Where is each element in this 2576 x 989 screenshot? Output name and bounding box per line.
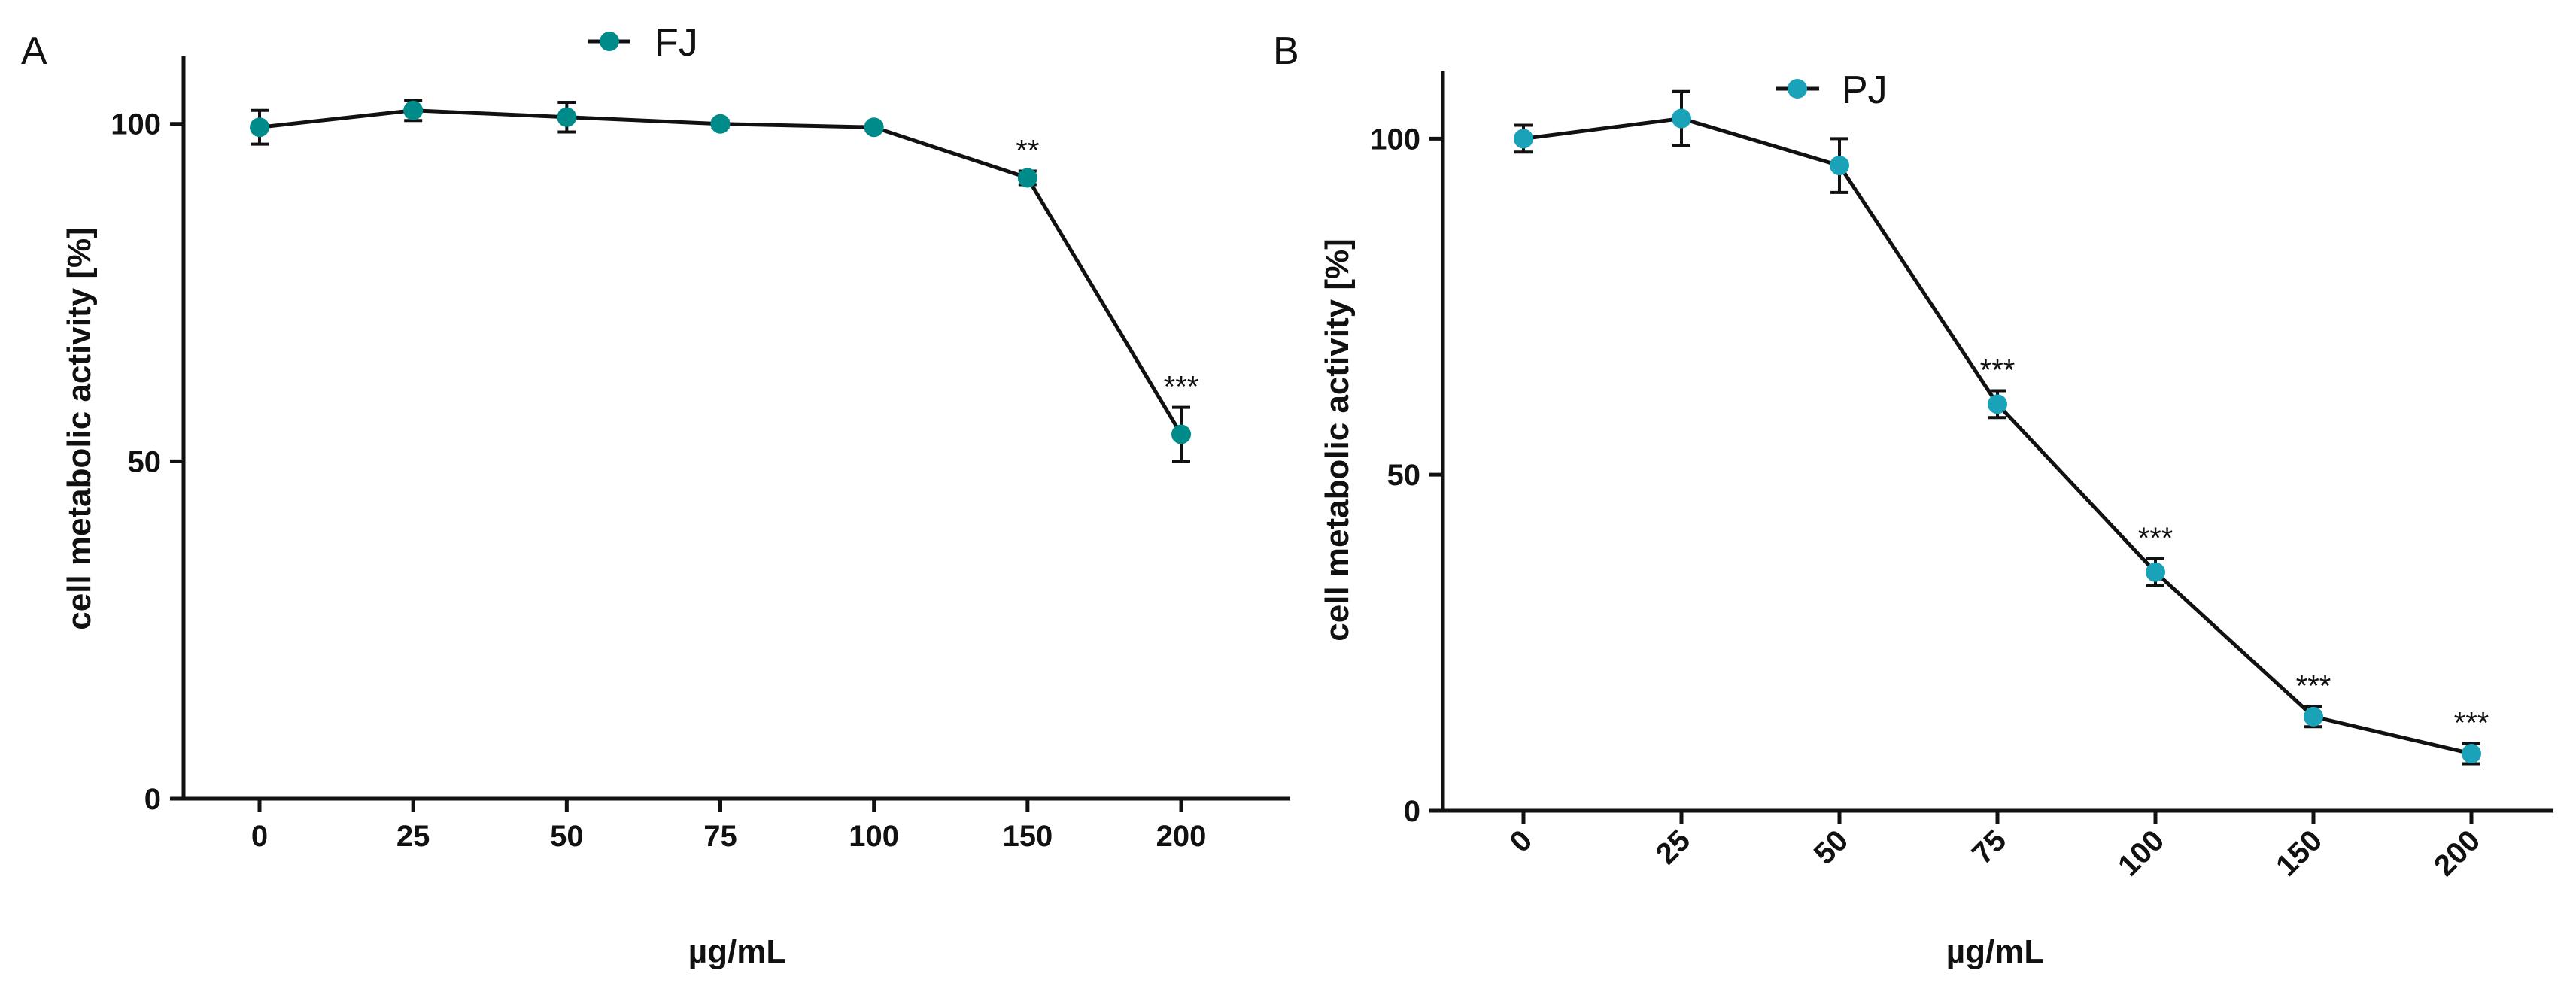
panel-a-significance-label: ** xyxy=(1016,135,1039,168)
panel-a-data-point xyxy=(250,117,269,138)
panel-a-legend-marker xyxy=(600,32,619,51)
panel-a-data-point xyxy=(403,100,424,120)
panel-a-x-tick-label: 200 xyxy=(1156,820,1207,853)
panel-a-letter: A xyxy=(21,29,47,73)
panel-b-x-tick-label: 150 xyxy=(2270,824,2328,882)
panel-a: A FJ 0 50 100 0 25 50 75 xyxy=(21,21,1290,970)
panel-b-significance-label: *** xyxy=(2296,669,2331,702)
panel-b-x-tick-label: 25 xyxy=(1650,824,1697,871)
panel-b-plot-area: *** *** *** *** xyxy=(1514,89,2489,766)
panel-b-y-tick-label: 0 xyxy=(1404,795,1420,828)
panel-a-y-axis-title: cell metabolic activity [%] xyxy=(61,227,98,630)
panel-a-x-tick-label: 150 xyxy=(1002,820,1053,853)
panel-a-data-point xyxy=(557,107,577,127)
panel-a-y-tick-label: 50 xyxy=(128,445,162,478)
panel-b-x-tick-label: 0 xyxy=(1504,824,1539,859)
panel-b-data-point xyxy=(2146,562,2165,582)
panel-a-y-tick-label: 100 xyxy=(111,108,161,141)
panel-b-data-point xyxy=(1988,394,2007,414)
panel-a-x-tick-label: 100 xyxy=(849,820,899,853)
panel-b-legend-marker xyxy=(1788,79,1807,99)
panel-a-legend-label: FJ xyxy=(655,21,698,65)
panel-a-data-point xyxy=(1017,168,1037,188)
panel-a-x-tick-label: 75 xyxy=(703,820,737,853)
panel-b-x-tick-label: 75 xyxy=(1966,824,2013,871)
panel-a-plot-area: ***** xyxy=(250,99,1199,463)
panel-a-x-tick-label: 25 xyxy=(396,820,430,853)
panel-b-significance-label: *** xyxy=(2138,522,2174,555)
panel-a-series-line xyxy=(259,108,1183,435)
panel-a-data-point xyxy=(864,117,884,138)
panel-b-data-point xyxy=(1672,108,1691,129)
panel-a-x-axis-title: µg/mL xyxy=(688,933,786,970)
panel-b-y-tick-label: 50 xyxy=(1387,459,1421,492)
panel-b-x-tick-label: 50 xyxy=(1808,824,1855,871)
panel-a-legend: FJ xyxy=(588,21,698,65)
panel-b-x-tick-label: 100 xyxy=(2112,824,2170,882)
panel-a-x-ticks: 0 25 50 75 100 150 200 xyxy=(251,799,1207,853)
panel-b-x-tick-label: 200 xyxy=(2428,824,2486,882)
panel-a-data-point xyxy=(710,114,731,134)
panel-b-data-point xyxy=(1830,156,1849,176)
panel-b-data-point xyxy=(2304,706,2323,727)
panel-b: B PJ 0 50 100 0 25 50 75 xyxy=(1273,29,2553,970)
panel-b-significance-label: *** xyxy=(2454,707,2489,740)
panel-a-y-ticks: 0 50 100 xyxy=(111,108,184,816)
panel-b-data-point xyxy=(2462,744,2481,764)
panel-a-y-tick-label: 0 xyxy=(144,783,161,816)
panel-b-letter: B xyxy=(1273,29,1299,73)
panel-b-y-axis-title: cell metabolic activity [%] xyxy=(1319,238,1356,642)
panel-b-y-ticks: 0 50 100 xyxy=(1370,123,1443,828)
panel-a-significance-label: *** xyxy=(1164,371,1199,404)
panel-b-x-ticks: 0 25 50 75 100 150 200 xyxy=(1504,811,2486,883)
panel-b-series-line xyxy=(1523,117,2472,756)
panel-b-y-tick-label: 100 xyxy=(1370,123,1420,156)
panel-b-significance-label: *** xyxy=(1980,353,2016,387)
panel-a-x-tick-label: 50 xyxy=(550,820,584,853)
panel-b-data-point xyxy=(1514,129,1533,149)
panel-b-x-axis-title: µg/mL xyxy=(1946,933,2044,970)
panel-a-data-point xyxy=(1171,424,1191,444)
panel-b-legend: PJ xyxy=(1776,68,1888,112)
panel-b-legend-label: PJ xyxy=(1842,68,1888,112)
panel-a-x-tick-label: 0 xyxy=(251,820,268,853)
